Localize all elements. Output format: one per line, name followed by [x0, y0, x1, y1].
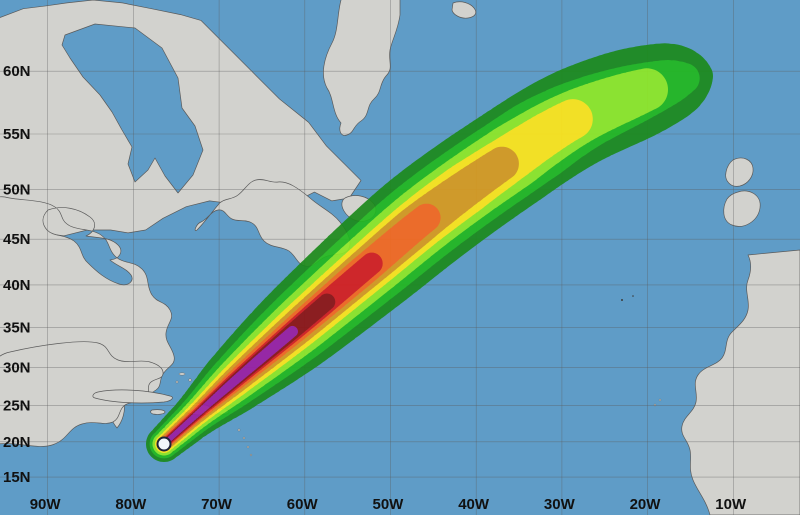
svg-text:60W: 60W [287, 496, 319, 513]
svg-text:55N: 55N [3, 126, 31, 143]
svg-text:30W: 30W [544, 496, 576, 513]
svg-text:45N: 45N [3, 231, 31, 248]
svg-text:90W: 90W [30, 496, 62, 513]
svg-text:35N: 35N [3, 319, 31, 336]
svg-text:50N: 50N [3, 181, 31, 198]
svg-text:10W: 10W [715, 496, 747, 513]
svg-text:25N: 25N [3, 397, 31, 414]
svg-text:40W: 40W [458, 496, 490, 513]
svg-text:20W: 20W [630, 496, 662, 513]
svg-text:20N: 20N [3, 434, 31, 451]
svg-text:70W: 70W [201, 496, 233, 513]
svg-text:60N: 60N [3, 63, 31, 80]
svg-text:30N: 30N [3, 359, 31, 376]
svg-text:40N: 40N [3, 277, 31, 294]
svg-text:15N: 15N [3, 469, 31, 486]
svg-text:50W: 50W [373, 496, 405, 513]
svg-text:80W: 80W [115, 496, 147, 513]
